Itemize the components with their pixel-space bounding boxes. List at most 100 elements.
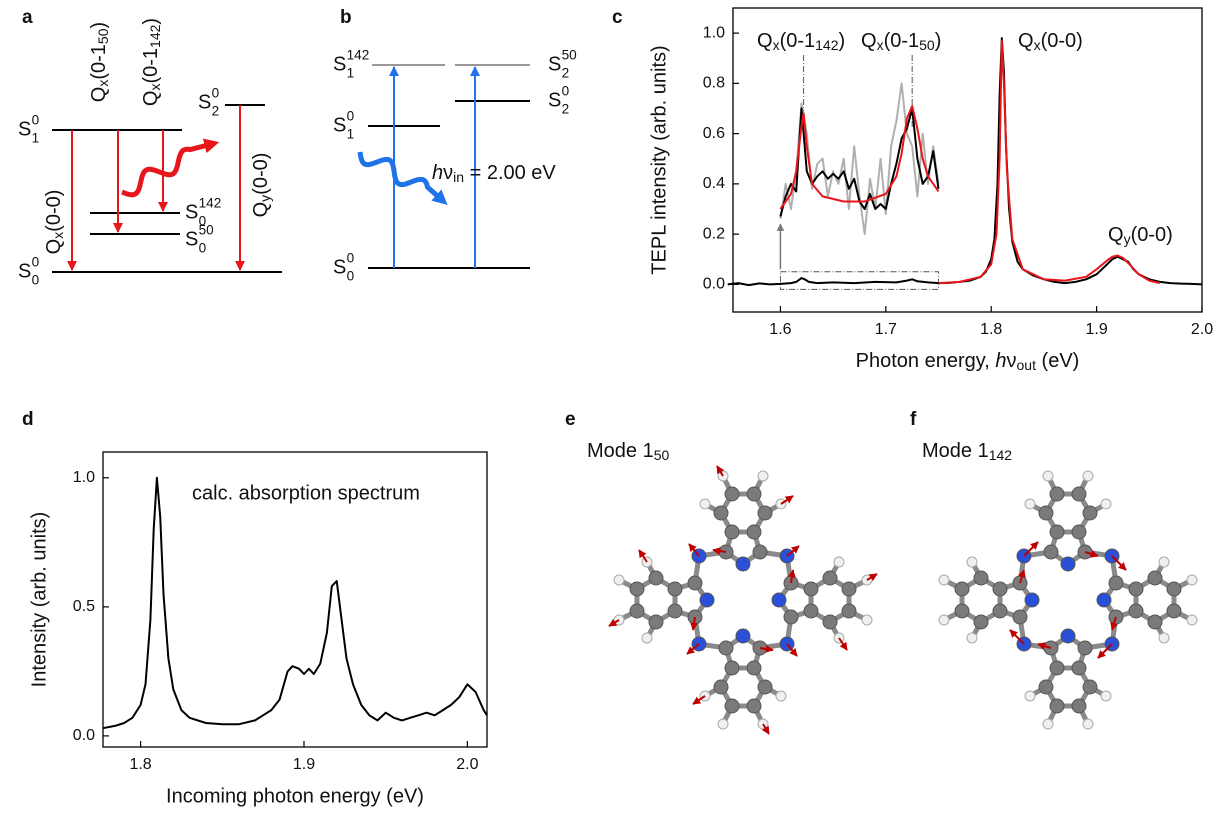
atom	[667, 581, 683, 597]
atom	[724, 660, 740, 676]
atom	[992, 603, 1008, 619]
atom	[1082, 718, 1094, 730]
excitation-label-part: = 2.00 eV	[464, 162, 556, 184]
state-symbol: S	[18, 260, 31, 282]
y-tick-label: 0.0	[73, 727, 95, 744]
state-symbol: S	[333, 114, 346, 136]
data-line	[779, 82, 940, 236]
displacement-arrow	[1097, 643, 1113, 659]
state-symbol: S	[333, 256, 346, 278]
annotation-part: Q	[757, 30, 773, 52]
atom	[1060, 628, 1076, 644]
atom	[783, 609, 799, 625]
atom	[1082, 470, 1094, 482]
atom	[954, 603, 970, 619]
transition-label-part: )	[140, 18, 162, 25]
atom	[973, 614, 989, 630]
data-line	[727, 37, 1203, 287]
y-tick-label: 0.2	[703, 225, 725, 242]
x-tick-label: 2.0	[456, 756, 478, 773]
data-line	[102, 476, 488, 730]
state-sub: 0	[199, 214, 207, 229]
mode-label-part: Mode 1	[922, 440, 989, 462]
displacement-arrow	[690, 616, 699, 631]
panel-label: f	[910, 409, 917, 430]
y-tick-label: 1.0	[73, 469, 95, 486]
displacement-arrow	[761, 723, 770, 735]
atom	[1147, 614, 1163, 630]
annotation-part: (0-0)	[1041, 30, 1083, 52]
transition-label-part: Q	[140, 91, 162, 107]
atom	[1166, 603, 1182, 619]
state-sub: 0	[199, 241, 207, 256]
displacement-arrow	[638, 549, 648, 563]
state-sub: 0	[32, 273, 40, 288]
atom	[822, 570, 838, 586]
transition-label-part: 50	[95, 28, 111, 44]
annotation-part: y	[1124, 231, 1131, 247]
atom	[938, 614, 950, 626]
y-tick-label: 0.0	[703, 276, 725, 293]
atom	[1071, 486, 1087, 502]
atom	[746, 524, 762, 540]
annotation-part: (0-1	[884, 30, 920, 52]
atom	[735, 628, 751, 644]
atom	[841, 603, 857, 619]
wavy-arrow	[121, 138, 220, 198]
displacement-arrow	[787, 569, 796, 584]
atom	[1038, 679, 1054, 695]
data-line	[938, 39, 1161, 285]
annotation: calc. absorption spectrum	[192, 482, 420, 504]
annotation-part: )	[935, 30, 942, 52]
atom	[746, 660, 762, 676]
atom	[752, 544, 768, 560]
annotation: Qx(0-1142)	[757, 30, 845, 53]
displacement-arrow	[1018, 569, 1026, 584]
transition-label-part: Q	[43, 239, 65, 255]
annotation-part: x	[1034, 37, 1041, 53]
excitation-label-part: in	[453, 169, 464, 185]
state-symbol: S	[198, 91, 211, 113]
displacement-arrow	[712, 547, 727, 556]
annotation-part: x	[773, 37, 780, 53]
atom	[629, 581, 645, 597]
state-sup: 142	[347, 48, 370, 63]
transition-label: Qx(0-150)	[88, 22, 111, 102]
displacement-arrow	[1084, 550, 1099, 558]
atom	[1147, 570, 1163, 586]
atom	[613, 574, 625, 586]
transition-label: Qx(0-1142)	[140, 18, 163, 106]
atom	[1049, 524, 1065, 540]
atom	[1128, 603, 1144, 619]
atom	[954, 581, 970, 597]
transition-label-part: y	[257, 195, 273, 202]
atom	[1077, 640, 1093, 656]
excitation-label-part: ν	[443, 162, 453, 184]
x-axis-label-part: Photon energy,	[856, 350, 996, 372]
atom	[1049, 486, 1065, 502]
atom	[735, 556, 751, 572]
annotation: Qy(0-0)	[1108, 224, 1173, 247]
mode-label-part: Mode 1	[587, 440, 654, 462]
atom	[1186, 574, 1198, 586]
state-sup: 0	[32, 255, 40, 270]
transition-label: Qy(0-0)	[250, 153, 273, 218]
state-sup: 0	[347, 251, 355, 266]
displacement-arrow	[866, 573, 878, 582]
annotation-part: x	[877, 37, 884, 53]
annotation: Qx(0-0)	[1018, 30, 1083, 53]
x-tick-label: 1.7	[875, 321, 897, 338]
annotation-part: Q	[861, 30, 877, 52]
molecule	[938, 470, 1198, 730]
atom	[1049, 698, 1065, 714]
atom	[1038, 505, 1054, 521]
atom	[775, 690, 787, 702]
displacement-arrow	[608, 618, 620, 627]
atom	[803, 603, 819, 619]
atom	[713, 679, 729, 695]
atom	[992, 581, 1008, 597]
annotation-part: (0-1	[780, 30, 816, 52]
atom	[822, 614, 838, 630]
state-symbol: S	[18, 118, 31, 140]
